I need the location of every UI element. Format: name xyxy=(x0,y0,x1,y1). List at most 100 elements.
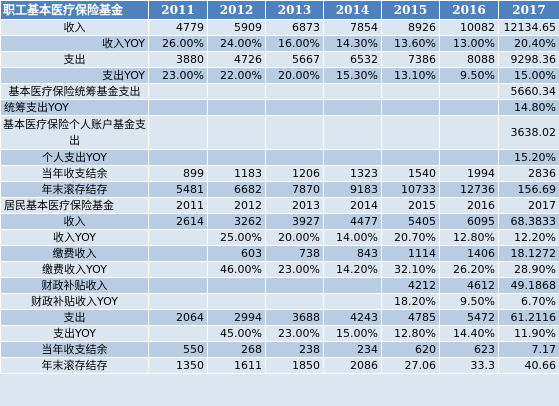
value-cell[interactable]: 620 xyxy=(381,341,440,358)
row-label-cell[interactable]: 财政补贴收入YOY xyxy=(0,293,149,310)
value-cell[interactable]: 8088 xyxy=(439,51,499,68)
row-label-cell[interactable]: 财政补贴收入 xyxy=(0,277,149,294)
value-cell[interactable]: 3262 xyxy=(207,213,266,230)
value-cell[interactable]: 49.1868 xyxy=(498,277,559,294)
value-cell[interactable] xyxy=(439,99,499,116)
value-cell[interactable]: 11.90% xyxy=(498,325,559,342)
row-label-cell[interactable]: 统筹支出YOY xyxy=(0,99,149,116)
value-cell[interactable]: 5481 xyxy=(148,181,208,198)
value-cell[interactable]: 32.10% xyxy=(381,261,440,278)
value-cell[interactable]: 1114 xyxy=(381,245,440,262)
row-label-cell[interactable]: 支出YOY xyxy=(0,325,149,342)
value-cell[interactable]: 2836 xyxy=(498,165,559,182)
value-cell[interactable]: 3688 xyxy=(265,309,324,326)
value-cell[interactable]: 7386 xyxy=(381,51,440,68)
value-cell[interactable]: 14.30% xyxy=(323,35,382,52)
value-cell[interactable]: 2614 xyxy=(148,213,208,230)
value-cell[interactable]: 4212 xyxy=(381,277,440,294)
value-cell[interactable] xyxy=(148,99,208,116)
value-cell[interactable]: 25.00% xyxy=(207,229,266,246)
value-cell[interactable]: 14.20% xyxy=(323,261,382,278)
value-cell[interactable] xyxy=(148,261,208,278)
value-cell[interactable] xyxy=(148,325,208,342)
value-cell[interactable]: 156.69 xyxy=(498,181,559,198)
value-cell[interactable] xyxy=(381,115,440,150)
value-cell[interactable]: 9298.36 xyxy=(498,51,559,68)
value-cell[interactable]: 2017 xyxy=(498,197,559,214)
value-cell[interactable]: 843 xyxy=(323,245,382,262)
value-cell[interactable]: 24.00% xyxy=(207,35,266,52)
value-cell[interactable]: 20.70% xyxy=(381,229,440,246)
value-cell[interactable]: 268 xyxy=(207,341,266,358)
row-label-cell[interactable]: 收入 xyxy=(0,213,149,230)
value-cell[interactable]: 46.00% xyxy=(207,261,266,278)
value-cell[interactable]: 6.70% xyxy=(498,293,559,310)
value-cell[interactable]: 12134.65 xyxy=(498,19,559,36)
value-cell[interactable]: 3880 xyxy=(148,51,208,68)
value-cell[interactable]: 2086 xyxy=(323,357,382,374)
value-cell[interactable]: 2016 xyxy=(439,197,499,214)
value-cell[interactable]: 603 xyxy=(207,245,266,262)
value-cell[interactable]: 18.20% xyxy=(381,293,440,310)
value-cell[interactable] xyxy=(148,149,208,166)
value-cell[interactable]: 61.2116 xyxy=(498,309,559,326)
row-label-cell[interactable]: 基本医疗保险统筹基金支出 xyxy=(0,83,149,100)
value-cell[interactable]: 13.10% xyxy=(381,67,440,84)
value-cell[interactable]: 2015 xyxy=(381,197,440,214)
value-cell[interactable]: 27.06 xyxy=(381,357,440,374)
value-cell[interactable]: 22.00% xyxy=(207,67,266,84)
value-cell[interactable]: 2064 xyxy=(148,309,208,326)
value-cell[interactable]: 23.00% xyxy=(265,261,324,278)
value-cell[interactable]: 2011 xyxy=(148,197,208,214)
value-cell[interactable] xyxy=(148,245,208,262)
value-cell[interactable]: 15.00% xyxy=(323,325,382,342)
value-cell[interactable] xyxy=(381,99,440,116)
value-cell[interactable]: 4243 xyxy=(323,309,382,326)
value-cell[interactable]: 1350 xyxy=(148,357,208,374)
value-cell[interactable]: 1850 xyxy=(265,357,324,374)
value-cell[interactable]: 14.00% xyxy=(323,229,382,246)
header-year-cell[interactable]: 2012 xyxy=(207,0,266,20)
value-cell[interactable] xyxy=(207,83,266,100)
value-cell[interactable] xyxy=(207,277,266,294)
value-cell[interactable]: 5472 xyxy=(439,309,499,326)
value-cell[interactable]: 14.40% xyxy=(439,325,499,342)
value-cell[interactable]: 6873 xyxy=(265,19,324,36)
value-cell[interactable]: 6532 xyxy=(323,51,382,68)
row-label-cell[interactable]: 年末滚存结存 xyxy=(0,181,149,198)
value-cell[interactable]: 238 xyxy=(265,341,324,358)
value-cell[interactable]: 623 xyxy=(439,341,499,358)
value-cell[interactable]: 15.20% xyxy=(498,149,559,166)
value-cell[interactable]: 1994 xyxy=(439,165,499,182)
row-label-cell[interactable]: 当年收支结余 xyxy=(0,165,149,182)
value-cell[interactable]: 40.66 xyxy=(498,357,559,374)
value-cell[interactable] xyxy=(381,149,440,166)
value-cell[interactable] xyxy=(323,149,382,166)
value-cell[interactable]: 10082 xyxy=(439,19,499,36)
value-cell[interactable]: 23.00% xyxy=(265,325,324,342)
value-cell[interactable]: 13.00% xyxy=(439,35,499,52)
value-cell[interactable]: 738 xyxy=(265,245,324,262)
value-cell[interactable]: 1540 xyxy=(381,165,440,182)
value-cell[interactable]: 28.90% xyxy=(498,261,559,278)
value-cell[interactable]: 6682 xyxy=(207,181,266,198)
value-cell[interactable]: 12.80% xyxy=(439,229,499,246)
value-cell[interactable] xyxy=(323,99,382,116)
value-cell[interactable] xyxy=(323,83,382,100)
value-cell[interactable] xyxy=(265,115,324,150)
value-cell[interactable]: 2013 xyxy=(265,197,324,214)
value-cell[interactable]: 12736 xyxy=(439,181,499,198)
value-cell[interactable]: 7.17 xyxy=(498,341,559,358)
header-year-cell[interactable]: 2016 xyxy=(439,0,499,20)
value-cell[interactable] xyxy=(323,277,382,294)
value-cell[interactable]: 4785 xyxy=(381,309,440,326)
value-cell[interactable] xyxy=(148,293,208,310)
value-cell[interactable]: 33.3 xyxy=(439,357,499,374)
value-cell[interactable] xyxy=(439,115,499,150)
value-cell[interactable]: 1183 xyxy=(207,165,266,182)
row-label-cell[interactable]: 年末滚存结存 xyxy=(0,357,149,374)
value-cell[interactable] xyxy=(439,83,499,100)
value-cell[interactable]: 16.00% xyxy=(265,35,324,52)
value-cell[interactable]: 550 xyxy=(148,341,208,358)
value-cell[interactable]: 5667 xyxy=(265,51,324,68)
